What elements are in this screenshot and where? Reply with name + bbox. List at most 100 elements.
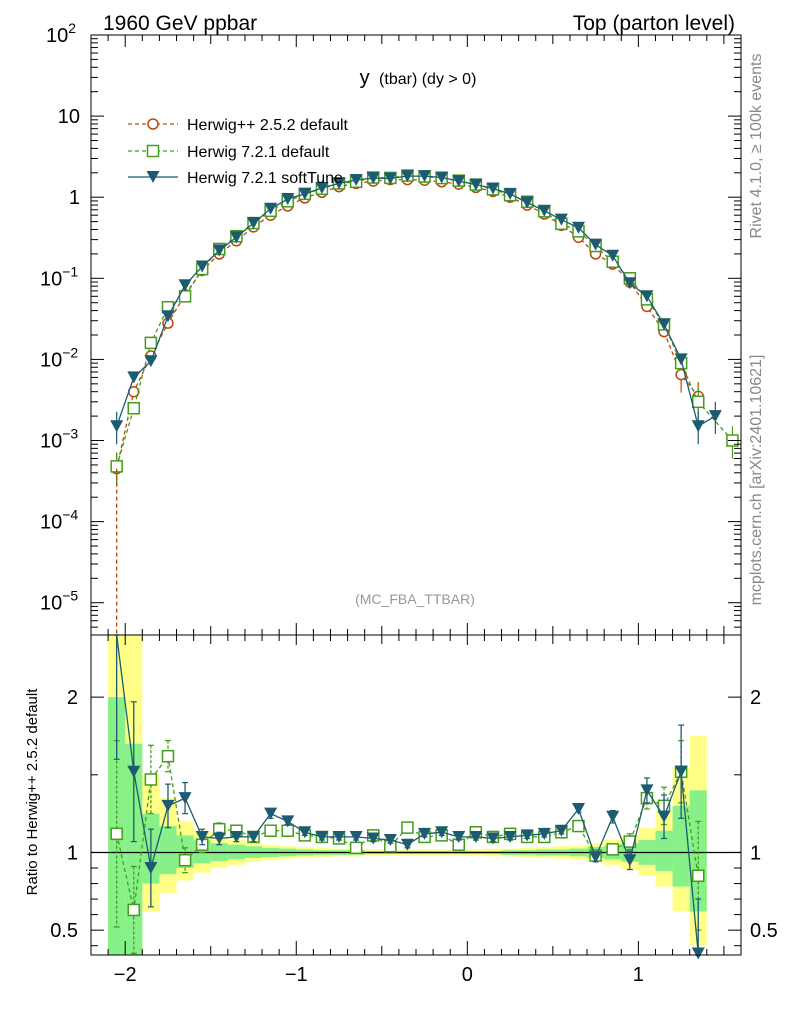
ratio-point-1-18 (418, 827, 432, 840)
series-point-2-23 (503, 187, 517, 200)
ratio-point-1-5 (195, 830, 209, 843)
ratio-point-0-3 (161, 749, 175, 763)
ratio-point-1-33 (674, 765, 688, 778)
series-point-2-20 (452, 175, 466, 188)
ratio-point-1-9 (264, 807, 278, 820)
ratio-point-0-0 (110, 827, 123, 841)
series-point-2-7 (229, 231, 243, 244)
series-point-2-12 (315, 181, 329, 194)
series-point-2-26 (554, 213, 568, 226)
ratio-point-1-34 (691, 947, 705, 960)
ratio-y-tick-label-right-1: 1 (750, 842, 761, 864)
series-point-2-30 (623, 277, 637, 290)
header-process-label: Top (parton level) (573, 12, 735, 35)
series-point-2-15 (366, 172, 380, 185)
ratio-point-1-13 (332, 830, 346, 843)
series-point-2-6 (212, 244, 226, 257)
ratio-point-0-29 (606, 843, 619, 856)
ratio-point-1-30 (623, 854, 637, 867)
series-point-1-34 (691, 395, 705, 409)
series-point-2-14 (349, 173, 363, 186)
series-point-2-31 (640, 290, 654, 303)
ratio-axis-ticks: −2 −1 0 1 0.5 0.5 1 1 2 2 (50, 635, 778, 986)
legend-label-softtune: Herwig 7.2.1 softTune (187, 170, 343, 187)
band-green-32 (655, 830, 673, 872)
ratio-plot-panel: −2 −1 0 1 0.5 0.5 1 1 2 2 Ratio to Herwig++ 2.5.2… (24, 634, 778, 986)
ratio-y-tick-label-2: 2 (67, 687, 78, 709)
main-y-tick-label-4: 10−2 (40, 344, 78, 371)
series-point-2-27 (572, 221, 585, 234)
legend-label-herwig721: Herwig 7.2.1 default (187, 144, 330, 161)
ratio-point-1-17 (400, 838, 414, 851)
ratio-point-1-27 (572, 802, 585, 815)
series-point-2-11 (298, 187, 312, 200)
series-point-2-34 (691, 420, 705, 433)
series-point-1-1 (127, 401, 141, 415)
series-point-2-0 (110, 420, 124, 433)
series-point-2-13 (332, 177, 346, 190)
series-line-2 (116, 175, 716, 428)
main-y-tick-label-2: 1 (69, 187, 80, 209)
series-point-2-35 (708, 410, 722, 423)
ratio-point-1-16 (383, 834, 397, 847)
mcplots-url-label: mcplots.cern.ch [arXiv:2401.10621] (748, 355, 765, 606)
legend-marker-softtune (146, 171, 160, 183)
main-y-tick-label-7: 10−5 (40, 588, 78, 615)
main-y-tick-label-3: 10−1 (40, 263, 78, 290)
ratio-x-tick-label-0: −2 (114, 964, 137, 986)
ratio-point-1-12 (315, 830, 329, 843)
ratio-point-1-10 (281, 815, 295, 828)
band-green-33 (672, 805, 690, 887)
series-point-2-18 (418, 170, 432, 183)
series-point-2-1 (127, 371, 141, 384)
legend-marker-herwigpp (147, 118, 159, 130)
series-point-0-33 (675, 368, 687, 381)
ratio-point-1-24 (520, 829, 534, 842)
ratio-point-1-25 (537, 827, 551, 840)
series-point-2-9 (264, 202, 278, 215)
series-point-1-2 (144, 336, 158, 350)
series-line-1 (116, 174, 733, 467)
plot-title-y: y (360, 67, 370, 89)
header-energy-label: 1960 GeV ppbar (103, 12, 257, 35)
plot-title: y (tbar) (dy > 0) (360, 67, 477, 89)
ratio-point-0-1 (127, 903, 141, 917)
series-point-2-21 (469, 178, 483, 191)
ratio-y-tick-label-right-2: 2 (750, 687, 761, 709)
ratio-point-1-1 (127, 765, 141, 778)
main-plot-panel: 102 10 1 10−1 10−2 10−3 10−4 10−5 y (tbar) (dy … (40, 20, 742, 636)
series-point-2-25 (537, 204, 551, 217)
series-point-2-3 (161, 310, 175, 323)
main-y-tick-label-0: 102 (46, 20, 76, 47)
analysis-label: (MC_FBA_TTBAR) (355, 591, 475, 607)
series-point-2-10 (281, 193, 295, 206)
ratio-point-0-17 (401, 821, 414, 834)
ratio-point-0-34 (691, 869, 705, 883)
series-point-2-24 (520, 196, 534, 209)
ratio-point-1-26 (554, 824, 568, 837)
ratio-point-1-19 (435, 826, 449, 839)
ratio-point-1-20 (452, 830, 466, 843)
series-point-2-33 (674, 353, 688, 366)
ratio-y-tick-label-1: 1 (67, 842, 78, 864)
ratio-point-0-9 (264, 824, 277, 837)
ratio-y-tick-label-0: 0.5 (50, 920, 78, 942)
ratio-point-1-15 (366, 832, 380, 845)
series-point-2-5 (195, 260, 209, 273)
band-green-3 (159, 826, 177, 875)
ratio-point-1-7 (229, 830, 243, 843)
series-point-2-19 (435, 171, 449, 184)
ratio-y-axis-label: Ratio to Herwig++ 2.5.2 default (24, 688, 41, 896)
ratio-point-1-11 (298, 826, 312, 839)
main-y-tick-label-1: 10 (58, 106, 80, 128)
ratio-point-1-3 (161, 799, 175, 812)
series-point-2-2 (144, 355, 158, 368)
ratio-point-0-27 (572, 819, 585, 833)
ratio-x-tick-label-2: 0 (462, 964, 473, 986)
plot-title-suffix: (tbar) (dy > 0) (379, 71, 476, 88)
ratio-point-0-30 (623, 835, 637, 848)
ratio-point-0-2 (144, 773, 158, 786)
ratio-plot-marks (110, 634, 705, 960)
ratio-point-1-23 (503, 830, 517, 843)
